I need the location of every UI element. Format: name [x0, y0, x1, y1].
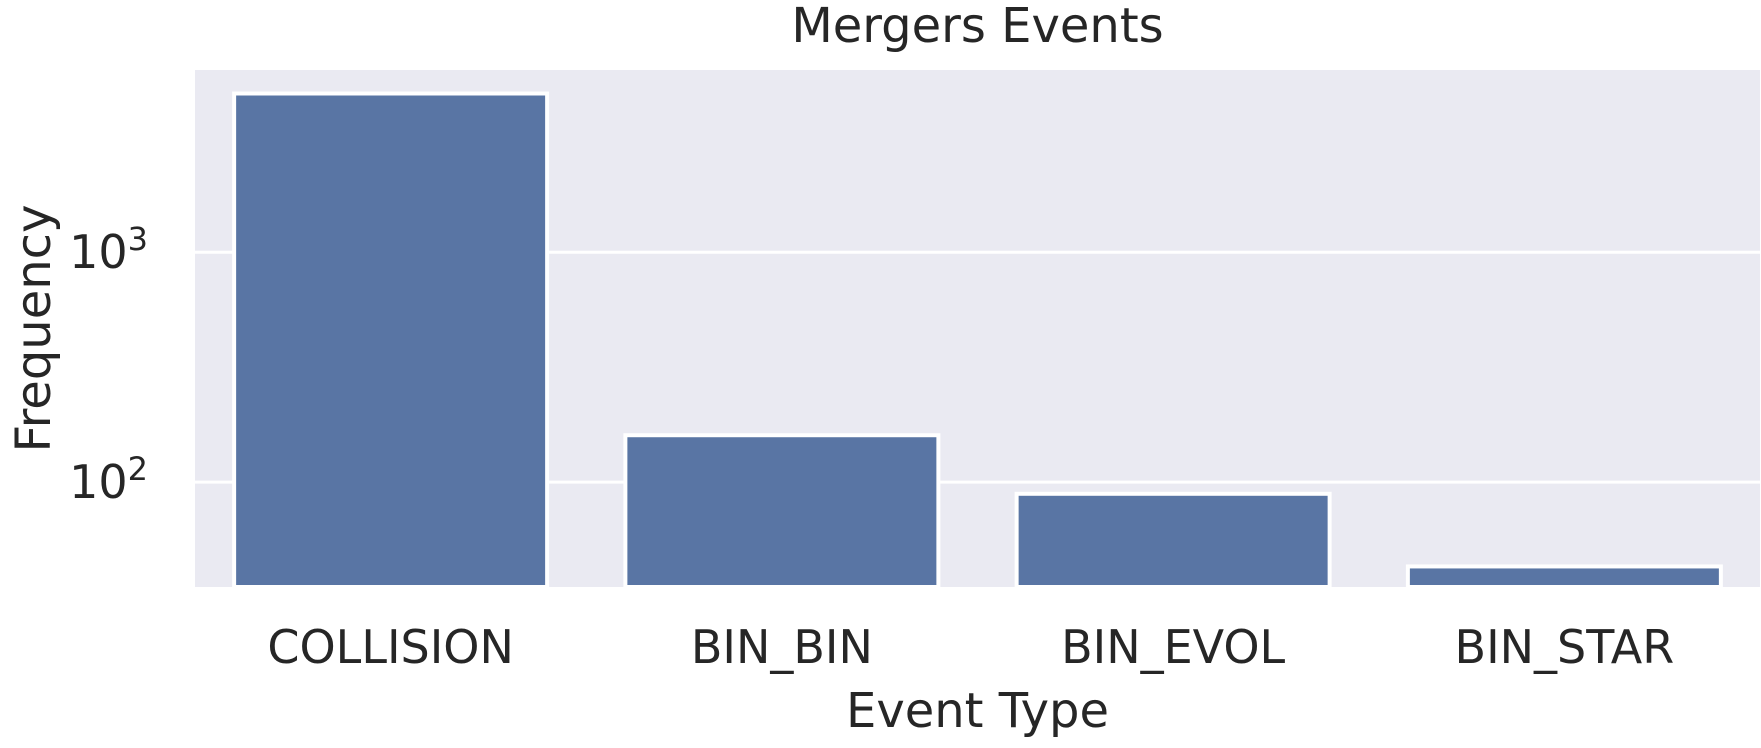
- x-tick-labels: COLLISION BIN_BIN BIN_EVOL BIN_STAR: [267, 620, 1674, 674]
- x-tick-label: COLLISION: [267, 620, 514, 674]
- y-tick-label: 103: [69, 220, 148, 279]
- bar-bin-bin: [623, 433, 941, 589]
- y-tick-labels: 102 103: [69, 220, 148, 509]
- x-tick-label: BIN_EVOL: [1061, 620, 1285, 674]
- y-tick-label: 102: [69, 450, 148, 509]
- chart-title: Mergers Events: [791, 0, 1163, 54]
- x-tick-label: BIN_BIN: [691, 620, 873, 674]
- bar-bin-evol: [1014, 491, 1332, 589]
- y-axis-label: Frequency: [6, 205, 62, 453]
- bar-bin-star: [1405, 564, 1723, 589]
- x-tick-label: BIN_STAR: [1455, 620, 1675, 674]
- x-axis-label: Event Type: [846, 683, 1109, 739]
- bars: [232, 91, 1723, 589]
- bar-collision: [232, 91, 550, 589]
